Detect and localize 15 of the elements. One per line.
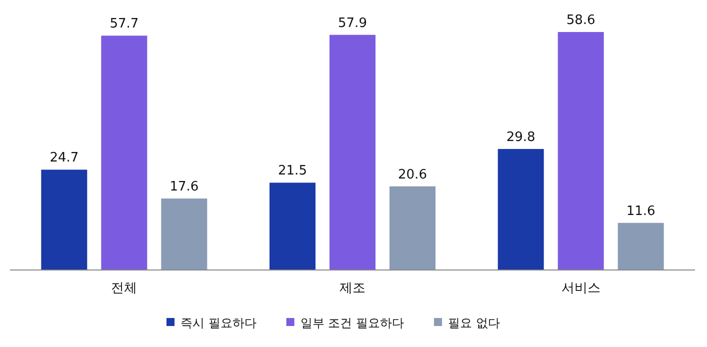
legend-label: 즉시 필요하다 [180, 316, 256, 330]
legend-label: 필요 없다 [448, 316, 500, 330]
data-label: 20.6 [398, 167, 427, 182]
data-label: 57.7 [110, 16, 139, 32]
x-tick-label: 제조 [340, 281, 366, 296]
data-label: 57.9 [338, 16, 367, 31]
data-label: 24.7 [50, 150, 79, 166]
data-label: 11.6 [626, 204, 656, 219]
legend-label: 일부 조건 필요하다 [300, 316, 404, 330]
data-label: 17.6 [170, 180, 199, 195]
x-tick-label: 전체 [111, 281, 138, 296]
x-tick-label: 서비스 [561, 281, 600, 296]
data-label: 21.5 [278, 164, 307, 179]
data-label: 29.8 [506, 130, 536, 145]
data-label: 58.6 [566, 13, 596, 28]
